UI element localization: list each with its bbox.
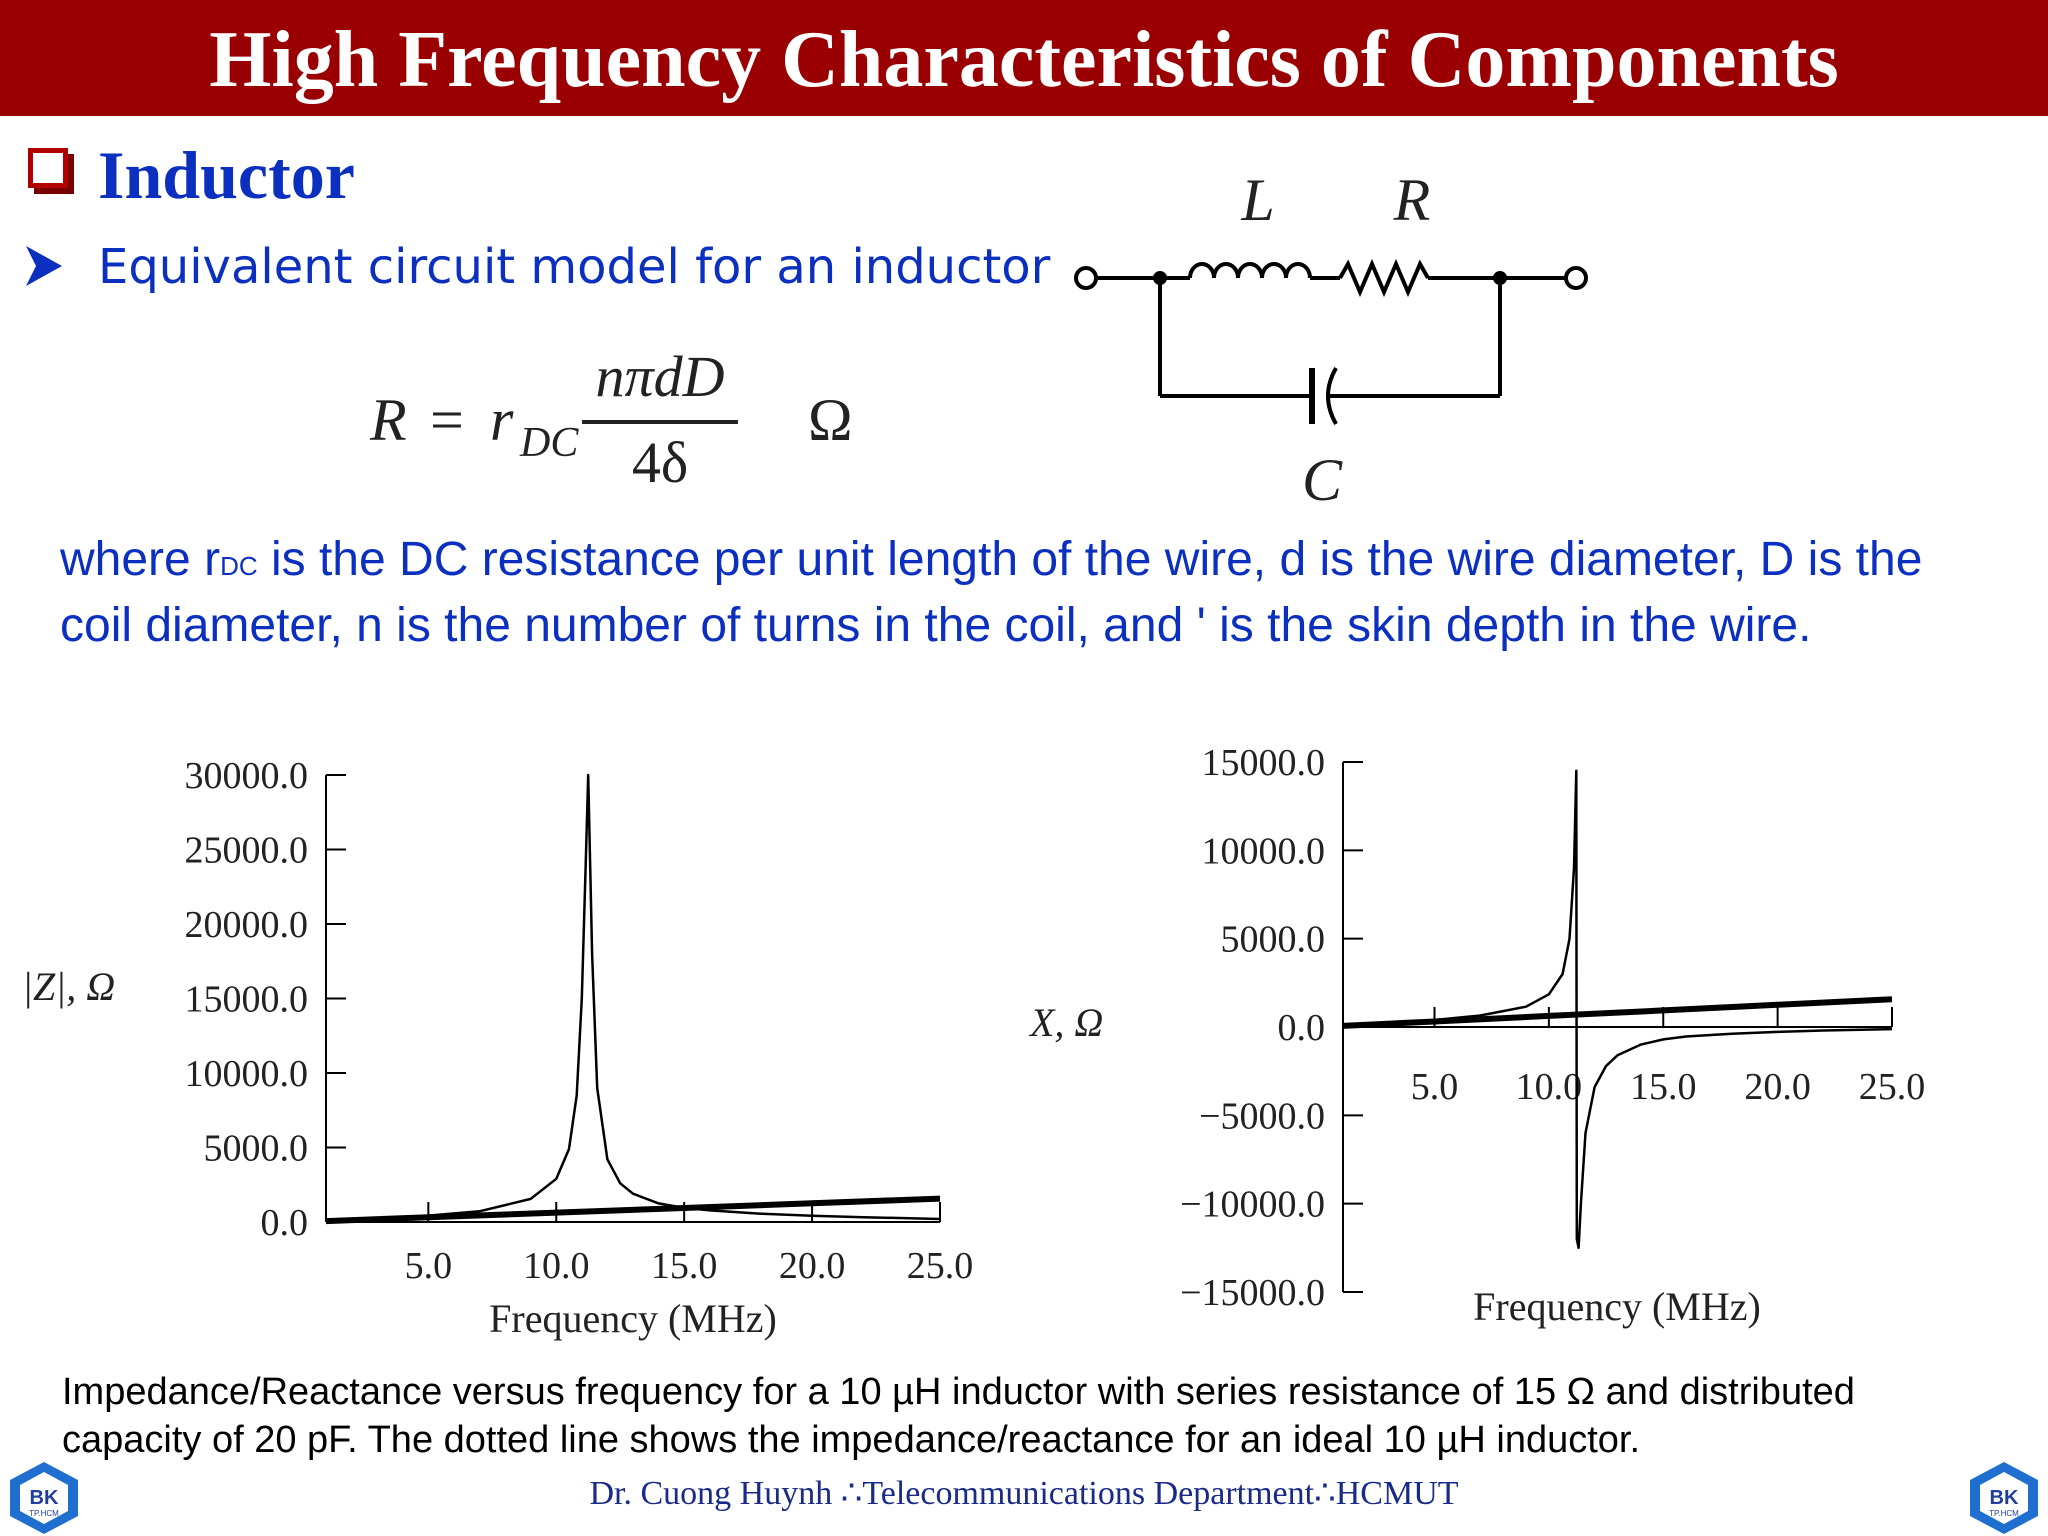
explanation-subscript: DC <box>220 551 258 581</box>
x-tick-label: 20.0 <box>1744 1066 1811 1108</box>
x-tick-label: 5.0 <box>405 1245 453 1287</box>
y-tick-label: −10000.0 <box>1180 1184 1325 1226</box>
formula-coefficient-subscript: DC <box>519 420 579 466</box>
logo-text: BK <box>30 1487 59 1509</box>
logo-subtext: TP.HCM <box>1989 1509 2019 1518</box>
formula-equals: = <box>430 387 464 453</box>
y-tick-label: 25000.0 <box>185 830 309 872</box>
measured-series-line <box>1342 769 1893 1250</box>
arrow-bullet-icon <box>26 246 62 286</box>
y-tick-label: 20000.0 <box>185 904 309 946</box>
circuit-label-C: C <box>1302 447 1343 513</box>
measured-series-line <box>325 773 941 1223</box>
explanation-prefix: where r <box>60 533 221 586</box>
impedance-chart: 30000.0 25000.0 20000.0 15000.0 10000.0 5000.… <box>22 755 974 1341</box>
formula-coefficient: r <box>490 387 514 453</box>
x-tick-label: 15.0 <box>651 1245 718 1287</box>
title-bar: High Frequency Characteristics of Compon… <box>0 0 2048 116</box>
square-bullet-icon <box>28 148 68 188</box>
resistor-zigzag <box>1338 258 1430 298</box>
resistance-formula: R = r DC nπdD 4δ Ω <box>369 344 853 495</box>
formula-denominator: 4δ <box>632 430 688 495</box>
circuit-label-L: L <box>1240 167 1274 233</box>
caption-line-2: capacity of 20 pF. The dotted line shows… <box>62 1419 1641 1461</box>
reactance-chart: 15000.0 10000.0 5000.0 0.0 −5000.0 −10000.0 −1… <box>1028 742 1926 1329</box>
y-tick-label: 0.0 <box>1278 1007 1326 1049</box>
x-axis-label: Frequency (MHz) <box>1473 1284 1761 1329</box>
y-tick-label: 0.0 <box>261 1202 309 1244</box>
ideal-inductor-series-line <box>1342 996 1893 1029</box>
ideal-inductor-series-line <box>325 1195 941 1225</box>
y-axis-label: |Z|, Ω <box>22 964 115 1009</box>
explanation-rest: is the DC resistance per unit length of … <box>60 533 1923 652</box>
y-tick-label: 30000.0 <box>185 755 309 797</box>
formula-unit: Ω <box>808 387 853 453</box>
y-axis-label: X, Ω <box>1028 1000 1103 1045</box>
y-tick-label: 5000.0 <box>204 1128 309 1170</box>
equivalent-circuit-diagram: L R C <box>1074 167 1588 513</box>
circuit-label-R: R <box>1393 167 1431 233</box>
x-tick-label: 20.0 <box>779 1245 846 1287</box>
x-tick-label: 5.0 <box>1411 1066 1459 1108</box>
y-tick-label: 5000.0 <box>1221 919 1326 961</box>
x-tick-label: 10.0 <box>1516 1066 1583 1108</box>
x-tick-label: 15.0 <box>1630 1066 1697 1108</box>
figure-caption: Impedance/Reactance versus frequency for… <box>62 1368 2022 1464</box>
logo-subtext: TP.HCM <box>29 1509 59 1518</box>
x-tick-label: 10.0 <box>523 1245 590 1287</box>
caption-line-1: Impedance/Reactance versus frequency for… <box>62 1371 1855 1413</box>
x-tick-label: 25.0 <box>907 1245 974 1287</box>
inductor-coil <box>1188 262 1312 279</box>
logo-text: BK <box>1990 1487 2019 1509</box>
bk-logo-icon: BK TP.HCM <box>10 1462 78 1534</box>
x-tick-label: 25.0 <box>1859 1066 1926 1108</box>
bullet-text: Equivalent circuit model for an inductor <box>98 239 1051 295</box>
formula-numerator: nπdD <box>596 344 725 409</box>
slide-title: High Frequency Characteristics of Compon… <box>209 16 1839 104</box>
formula-lhs: R <box>369 387 407 453</box>
capacitor-plate-right <box>1326 367 1338 425</box>
footer-text: Dr. Cuong Huynh ∴Telecommunications Depa… <box>589 1475 1459 1512</box>
y-tick-label: −5000.0 <box>1199 1095 1325 1137</box>
left-terminal <box>1074 266 1098 290</box>
y-tick-label: 15000.0 <box>1202 742 1326 784</box>
x-axis-label: Frequency (MHz) <box>489 1296 777 1341</box>
section-title: Inductor <box>98 137 355 213</box>
bk-logo-icon: BK TP.HCM <box>1970 1462 2038 1534</box>
explanation-text: where rDC is the DC resistance per unit … <box>60 530 2000 656</box>
y-tick-label: −15000.0 <box>1180 1272 1325 1314</box>
y-tick-label: 15000.0 <box>185 979 309 1021</box>
y-tick-label: 10000.0 <box>185 1053 309 1095</box>
right-terminal <box>1564 266 1588 290</box>
y-tick-label: 10000.0 <box>1202 830 1326 872</box>
